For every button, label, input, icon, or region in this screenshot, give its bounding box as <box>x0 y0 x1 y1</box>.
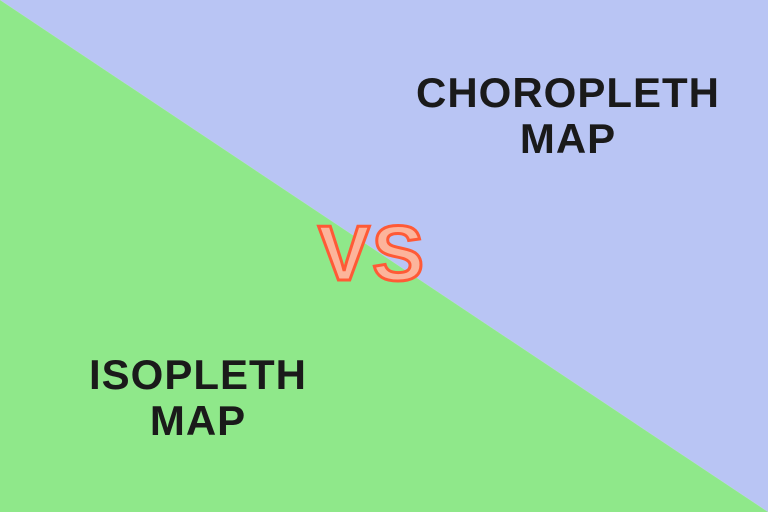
lower-label-line2: MAP <box>150 397 246 444</box>
upper-label-line2: MAP <box>520 115 616 162</box>
lower-label: ISOPLETH MAP <box>68 352 328 444</box>
upper-label: CHOROPLETH MAP <box>408 70 728 162</box>
lower-label-line1: ISOPLETH <box>89 351 307 398</box>
comparison-graphic: CHOROPLETH MAP ISOPLETH MAP VS <box>0 0 768 512</box>
vs-text: VS <box>318 208 426 299</box>
upper-label-line1: CHOROPLETH <box>416 69 720 116</box>
